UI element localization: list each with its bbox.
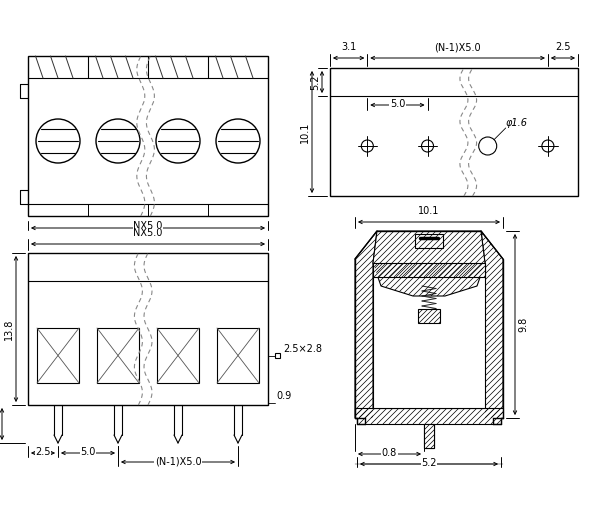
Polygon shape <box>481 231 503 418</box>
Text: 0.9: 0.9 <box>276 391 292 401</box>
Text: (N-1)X5.0: (N-1)X5.0 <box>155 456 201 466</box>
Text: 5.0: 5.0 <box>81 447 96 457</box>
Text: 2.5×2.8: 2.5×2.8 <box>283 343 322 354</box>
Text: 3.1: 3.1 <box>341 42 356 52</box>
Text: 5.0: 5.0 <box>390 99 405 109</box>
Bar <box>28 253 268 405</box>
Text: 5.2: 5.2 <box>310 74 320 90</box>
Bar <box>330 68 578 196</box>
Polygon shape <box>355 231 377 418</box>
Text: 2.5: 2.5 <box>555 42 571 52</box>
Polygon shape <box>373 231 485 296</box>
Bar <box>37 328 79 383</box>
Bar <box>217 328 259 383</box>
Polygon shape <box>373 263 485 277</box>
Text: 0.8: 0.8 <box>382 448 397 458</box>
Bar <box>373 263 485 408</box>
Bar <box>97 328 139 383</box>
Polygon shape <box>418 309 440 323</box>
Text: φ1.6: φ1.6 <box>506 118 528 128</box>
Text: (N-1)X5.0: (N-1)X5.0 <box>434 42 481 52</box>
Text: 10.1: 10.1 <box>300 121 310 143</box>
Polygon shape <box>355 408 503 424</box>
Bar <box>415 234 443 248</box>
Polygon shape <box>424 424 434 448</box>
Bar <box>157 328 199 383</box>
Text: 2.5: 2.5 <box>35 447 51 457</box>
Text: NX5.0: NX5.0 <box>133 228 163 238</box>
Bar <box>28 56 268 216</box>
Text: 13.8: 13.8 <box>4 318 14 340</box>
Text: 10.1: 10.1 <box>418 206 440 216</box>
Text: NX5.0: NX5.0 <box>133 221 163 231</box>
Bar <box>275 353 280 358</box>
Text: 9.8: 9.8 <box>518 317 528 332</box>
Text: 5.2: 5.2 <box>421 458 437 468</box>
